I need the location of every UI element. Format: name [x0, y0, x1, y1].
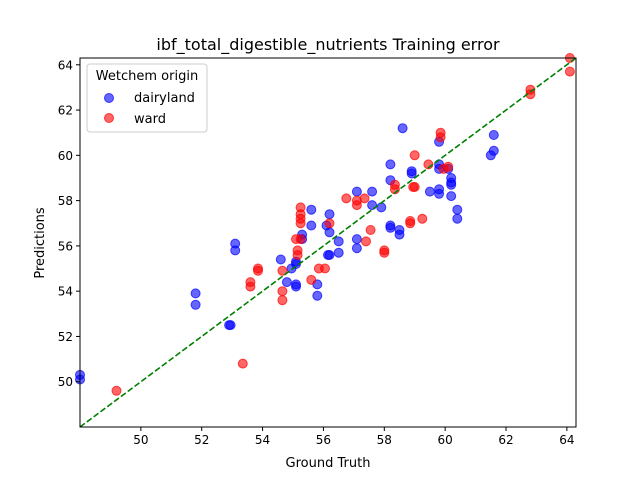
data-point-ward-32 [405, 218, 416, 229]
points-layer [75, 53, 575, 396]
data-point-dairyland-40 [397, 123, 408, 134]
data-point-dairyland-2 [190, 288, 201, 299]
data-point-ward-35 [409, 182, 420, 192]
x-tick-label-7: 64 [559, 433, 574, 447]
data-point-dairyland-8 [275, 254, 286, 265]
chart-title: ibf_total_digestible_nutrients Training … [156, 35, 500, 55]
identity-reference-line [79, 57, 577, 428]
data-point-ward-23 [351, 200, 362, 211]
legend-label-ward: ward [134, 112, 166, 127]
data-point-dairyland-54 [452, 204, 463, 215]
data-point-dairyland-18 [306, 220, 317, 231]
data-point-ward-3 [245, 281, 256, 292]
x-axis-ticks: 50 52 54 56 58 60 62 64 [133, 427, 575, 447]
data-point-dairyland-30 [351, 243, 362, 254]
data-point-ward-45 [564, 66, 575, 77]
y-tick-label-7: 64 [58, 58, 73, 72]
x-tick-label-5: 60 [438, 433, 453, 447]
data-point-ward-25 [361, 236, 371, 247]
data-point-dairyland-34 [385, 159, 396, 170]
data-point-dairyland-31 [367, 186, 378, 197]
data-point-ward-20 [324, 218, 335, 229]
data-point-ward-26 [365, 225, 376, 235]
data-point-ward-36 [417, 213, 428, 224]
data-point-dairyland-20 [312, 290, 323, 301]
y-axis-label: Predictions [33, 207, 48, 279]
data-point-dairyland-5 [225, 320, 236, 331]
data-point-ward-15 [295, 218, 306, 229]
x-tick-label-6: 62 [498, 433, 513, 447]
y-tick-label-1: 52 [58, 330, 73, 344]
x-tick-label-3: 56 [316, 433, 331, 447]
data-point-ward-39 [435, 132, 446, 143]
data-point-dairyland-37 [385, 222, 396, 233]
data-point-dairyland-9 [281, 277, 292, 288]
data-point-ward-43 [525, 89, 536, 100]
data-point-dairyland-25 [323, 250, 333, 260]
data-point-dairyland-39 [394, 229, 405, 240]
x-tick-label-4: 58 [377, 433, 392, 447]
x-tick-label-2: 54 [255, 433, 270, 447]
data-point-ward-6 [277, 265, 288, 276]
data-point-dairyland-57 [488, 130, 499, 140]
y-tick-label-3: 56 [58, 239, 73, 253]
data-point-dairyland-27 [333, 247, 344, 258]
data-point-dairyland-14 [291, 281, 301, 292]
legend-label-dairyland: dairyland [134, 91, 195, 106]
data-point-ward-5 [253, 265, 263, 276]
data-point-ward-41 [443, 161, 454, 172]
data-point-ward-21 [341, 193, 352, 204]
y-tick-label-2: 54 [58, 285, 73, 299]
data-point-ward-19 [320, 263, 330, 274]
y-tick-label-0: 50 [58, 375, 73, 389]
data-point-dairyland-33 [376, 202, 387, 213]
y-tick-label-6: 62 [58, 104, 73, 118]
data-point-dairyland-42 [406, 168, 417, 179]
data-point-dairyland-26 [333, 236, 344, 247]
data-point-ward-11 [292, 250, 303, 260]
data-point-dairyland-53 [446, 191, 457, 202]
data-point-dairyland-7 [230, 245, 241, 256]
y-tick-label-5: 60 [58, 149, 73, 163]
y-axis-ticks: 50 52 54 56 58 60 62 64 [58, 58, 80, 389]
data-point-dairyland-22 [324, 209, 335, 220]
x-axis-label: Ground Truth [286, 456, 371, 471]
legend-box [86, 63, 208, 133]
data-point-dairyland-28 [351, 186, 362, 197]
legend-title: Wetchem origin [96, 69, 198, 84]
data-point-dairyland-43 [424, 186, 435, 197]
data-point-dairyland-23 [324, 227, 335, 238]
data-point-dairyland-3 [190, 299, 201, 310]
data-point-ward-1 [237, 358, 248, 369]
data-point-dairyland-52 [446, 179, 457, 190]
data-point-dairyland-58 [488, 145, 499, 156]
data-point-dairyland-29 [351, 234, 362, 245]
x-tick-label-1: 52 [194, 433, 209, 447]
y-tick-label-4: 58 [58, 194, 73, 208]
data-point-ward-8 [277, 295, 288, 306]
legend: Wetchem origin dairyland ward [86, 63, 208, 133]
data-point-ward-7 [277, 286, 288, 297]
data-point-dairyland-55 [452, 213, 463, 224]
data-point-ward-24 [359, 193, 370, 204]
reference-line-layer [79, 57, 577, 428]
plot-frame [79, 57, 577, 428]
data-point-ward-28 [379, 247, 390, 258]
data-point-ward-34 [409, 150, 420, 161]
data-point-ward-17 [306, 274, 317, 285]
data-point-dairyland-48 [434, 188, 445, 199]
x-tick-label-0: 50 [133, 433, 148, 447]
legend-marker-dairyland [104, 93, 114, 103]
legend-marker-ward [104, 113, 114, 123]
data-point-ward-0 [111, 385, 122, 396]
data-point-ward-16 [295, 234, 306, 245]
data-point-dairyland-17 [306, 204, 317, 215]
